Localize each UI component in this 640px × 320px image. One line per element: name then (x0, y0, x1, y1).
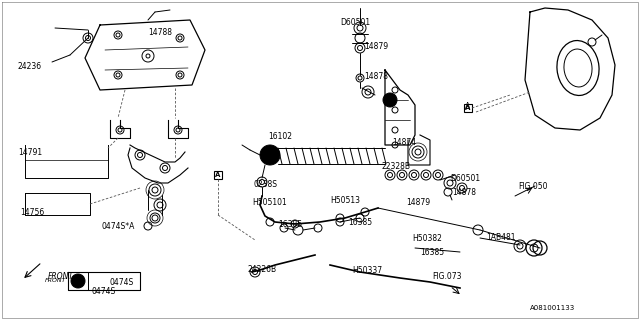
Text: 16385: 16385 (278, 220, 302, 229)
Text: 0474S: 0474S (92, 287, 116, 296)
Text: 16385: 16385 (420, 248, 444, 257)
Text: A: A (465, 102, 470, 111)
Text: FRONT: FRONT (45, 278, 67, 283)
Text: 1AB481: 1AB481 (486, 233, 515, 242)
Text: 22328B: 22328B (382, 162, 411, 171)
Circle shape (383, 93, 397, 107)
Text: H50513: H50513 (330, 196, 360, 205)
Text: 14878: 14878 (452, 188, 476, 197)
Text: FIG.050: FIG.050 (518, 182, 547, 191)
Text: D60501: D60501 (450, 174, 480, 183)
Text: A: A (465, 105, 470, 111)
Text: FIG.073: FIG.073 (432, 272, 461, 281)
Text: 24226B: 24226B (248, 265, 277, 274)
Text: 14878: 14878 (364, 72, 388, 81)
Text: 1: 1 (76, 278, 80, 284)
Text: 14879: 14879 (406, 198, 430, 207)
Text: H50382: H50382 (412, 234, 442, 243)
Text: 14788: 14788 (148, 28, 172, 37)
Text: 14874: 14874 (392, 138, 416, 147)
Text: 16102: 16102 (268, 132, 292, 141)
Text: H50337: H50337 (352, 266, 382, 275)
Text: 0238S: 0238S (254, 180, 278, 189)
Circle shape (71, 274, 85, 288)
Text: 14791: 14791 (18, 148, 42, 157)
Text: 1: 1 (388, 98, 392, 102)
Text: 14756: 14756 (20, 208, 44, 217)
Text: 24236: 24236 (18, 62, 42, 71)
Text: A081001133: A081001133 (530, 305, 575, 311)
Bar (214, 171, 222, 179)
Text: D60501: D60501 (340, 18, 370, 27)
Text: 0474S: 0474S (110, 278, 134, 287)
Text: 0474S*A: 0474S*A (101, 222, 134, 231)
Text: 16385: 16385 (348, 218, 372, 227)
Bar (464, 104, 472, 112)
Circle shape (260, 145, 280, 165)
Text: H505101: H505101 (252, 198, 287, 207)
Text: A: A (215, 172, 221, 178)
Text: 14879: 14879 (364, 42, 388, 51)
Text: FRONT: FRONT (48, 272, 74, 281)
